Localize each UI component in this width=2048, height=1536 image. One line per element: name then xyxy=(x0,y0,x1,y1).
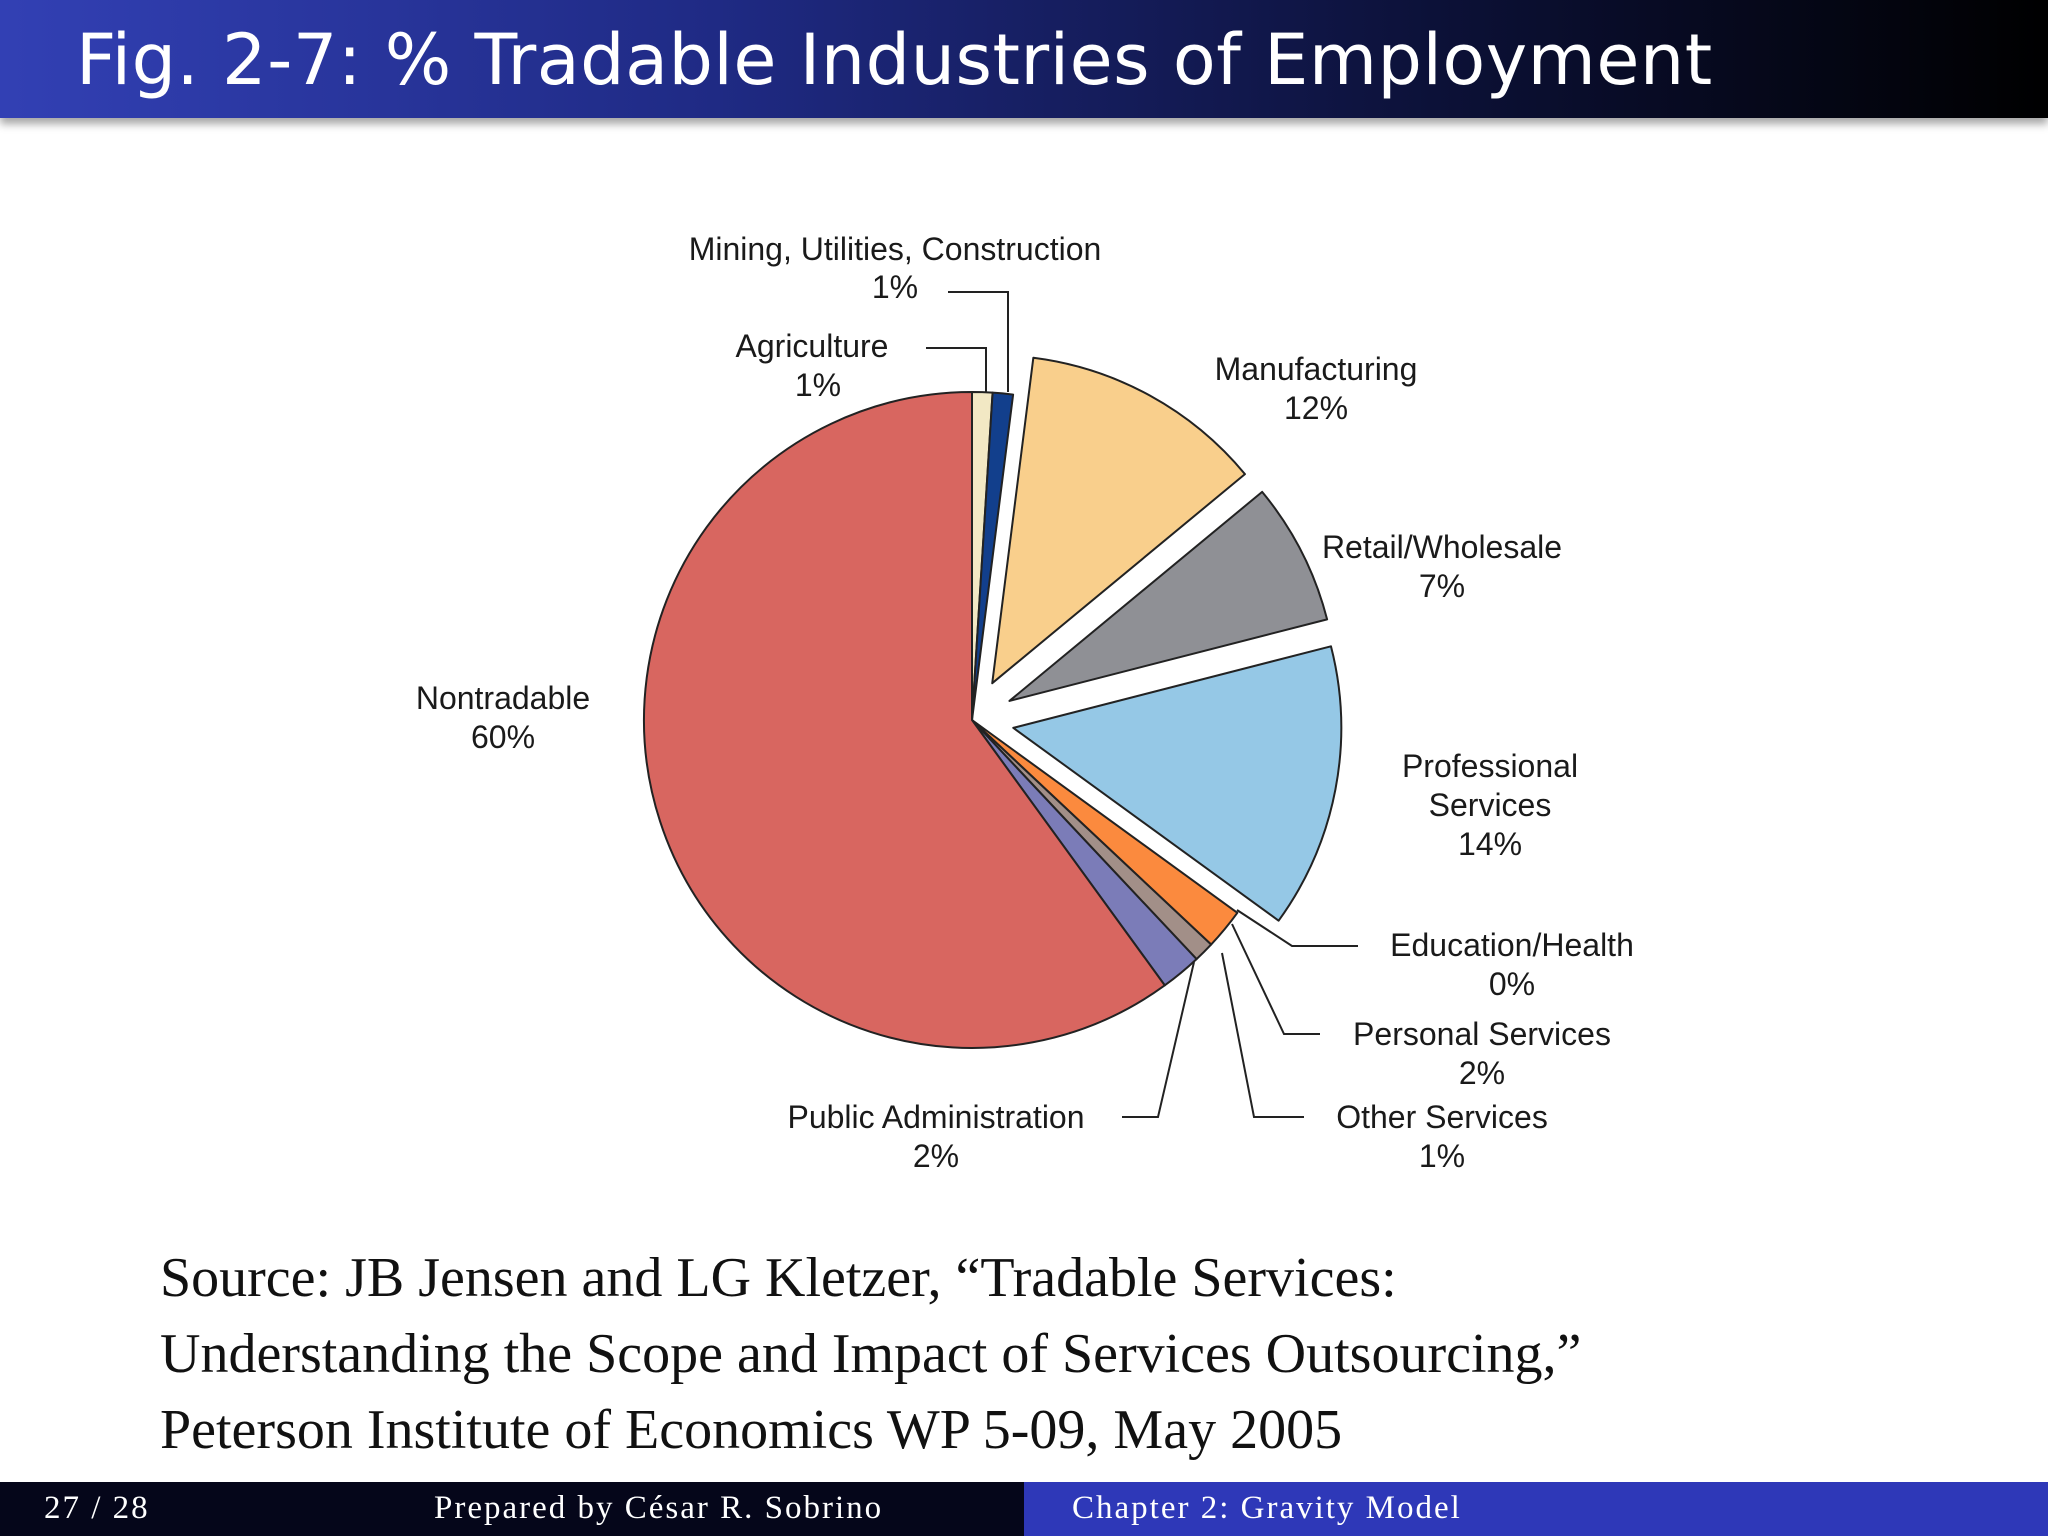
footer-author: Prepared by César R. Sobrino xyxy=(434,1490,884,1526)
label-other-pct: 1% xyxy=(1419,1138,1465,1174)
leader-personal xyxy=(1231,923,1320,1035)
footer-right: Chapter 2: Gravity Model xyxy=(1024,1482,2048,1536)
slice-labels: Mining, Utilities, Construction 1% Agric… xyxy=(416,231,1634,1174)
pie-slice-mining-utilities-construction xyxy=(971,391,1015,721)
label-personal: Personal Services xyxy=(1353,1016,1611,1052)
label-public-pct: 2% xyxy=(913,1138,959,1174)
source-line-3: Peterson Institute of Economics WP 5-09,… xyxy=(160,1399,1343,1461)
leader-education xyxy=(1236,909,1358,947)
pie-slice-manufacturing xyxy=(991,356,1246,685)
pie-slice-professional-services xyxy=(1012,645,1343,922)
title-bar: Fig. 2-7: % Tradable Industries of Emplo… xyxy=(0,0,2048,118)
label-other: Other Services xyxy=(1336,1099,1548,1135)
pie-slice-nontradable xyxy=(643,391,1166,1049)
footer-left: 27 / 28 Prepared by César R. Sobrino xyxy=(0,1482,1024,1536)
footer-chapter: Chapter 2: Gravity Model xyxy=(1072,1490,1462,1526)
page-title: Fig. 2-7: % Tradable Industries of Emplo… xyxy=(76,19,1713,101)
leader-agriculture xyxy=(926,347,987,392)
label-retail: Retail/Wholesale xyxy=(1322,529,1562,565)
footer: 27 / 28 Prepared by César R. Sobrino Cha… xyxy=(0,1482,2048,1536)
pie-chart: Mining, Utilities, Construction 1% Agric… xyxy=(416,231,1634,1174)
label-public: Public Administration xyxy=(787,1099,1084,1135)
label-nontradable: Nontradable xyxy=(416,680,590,716)
label-education-pct: 0% xyxy=(1489,966,1535,1002)
source-line-2: Understanding the Scope and Impact of Se… xyxy=(160,1323,1582,1385)
label-mining: Mining, Utilities, Construction xyxy=(689,231,1102,267)
leader-mining xyxy=(948,291,1009,392)
label-manufacturing-pct: 12% xyxy=(1284,390,1348,426)
pie-slice-retail-wholesale xyxy=(1008,490,1329,702)
label-retail-pct: 7% xyxy=(1419,568,1465,604)
label-professional-pct: 14% xyxy=(1458,826,1522,862)
label-education: Education/Health xyxy=(1390,927,1634,963)
leader-lines xyxy=(926,291,1358,1118)
source-line-1: Source: JB Jensen and LG Kletzer, “Trada… xyxy=(160,1247,1397,1309)
label-mining-pct: 1% xyxy=(872,269,918,305)
source-citation: Source: JB Jensen and LG Kletzer, “Trada… xyxy=(160,1240,1980,1468)
label-agriculture-pct: 1% xyxy=(795,367,841,403)
label-nontradable-pct: 60% xyxy=(471,719,535,755)
label-professional-2: Services xyxy=(1429,787,1552,823)
label-professional: Professional xyxy=(1402,748,1578,784)
pie-slices xyxy=(643,356,1343,1049)
label-agriculture: Agriculture xyxy=(736,328,889,364)
leader-public xyxy=(1122,961,1195,1118)
label-manufacturing: Manufacturing xyxy=(1215,351,1418,387)
label-personal-pct: 2% xyxy=(1459,1055,1505,1091)
page-number: 27 / 28 xyxy=(44,1490,150,1526)
leader-other xyxy=(1221,952,1304,1118)
